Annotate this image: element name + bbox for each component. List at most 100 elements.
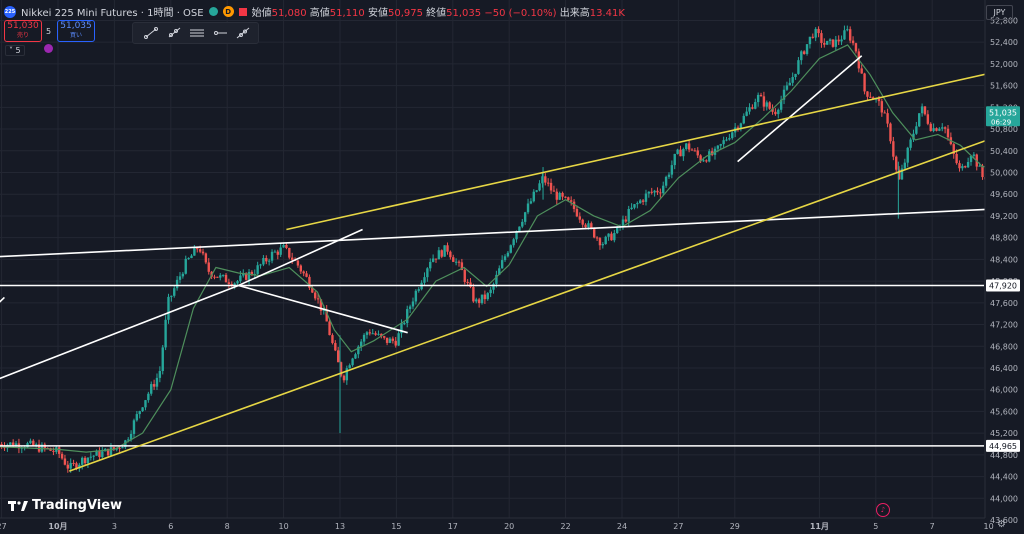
candle-body: [426, 268, 429, 278]
replay-icon[interactable]: ♪: [876, 503, 890, 517]
candle-body: [696, 150, 699, 156]
candle-body: [941, 127, 944, 129]
candle-body: [978, 165, 981, 167]
candle-body: [466, 281, 469, 283]
candle-body: [101, 451, 104, 458]
candle-body: [127, 439, 130, 441]
candle-body: [808, 36, 812, 45]
indicator-icon[interactable]: [44, 44, 53, 53]
candle-body: [659, 192, 662, 194]
candle-body: [423, 277, 426, 283]
time-tick-label: 27: [0, 522, 7, 531]
candle-body: [285, 244, 288, 248]
chart-legend: 225 Nikkei 225 Mini Futures · 1時間 · OSE …: [4, 4, 625, 19]
buy-button[interactable]: 51,035 買い: [57, 20, 95, 42]
trendline-tool-icon[interactable]: [141, 25, 160, 41]
candle-body: [616, 226, 619, 234]
extended-line-tool-icon[interactable]: [233, 25, 252, 41]
candle-body: [336, 350, 340, 363]
candle-body: [800, 51, 803, 61]
white-trendline: [0, 296, 5, 303]
candle-body: [843, 30, 846, 40]
candle-body: [814, 28, 817, 38]
open-value: 51,080: [271, 8, 307, 19]
candle-body: [319, 299, 323, 311]
candle-body: [535, 190, 538, 192]
candle-body: [673, 153, 676, 166]
candle-body: [492, 283, 495, 290]
parallel-channel-tool-icon[interactable]: [187, 25, 206, 41]
candle-body: [825, 40, 829, 45]
time-tick-label: 8: [225, 522, 230, 531]
candle-body: [587, 223, 590, 228]
time-tick-label: 10月: [48, 522, 67, 531]
candle-body: [958, 163, 961, 169]
candle-body: [207, 262, 210, 272]
candle-body: [549, 182, 553, 191]
candle-body: [138, 411, 141, 415]
time-tick-label: 10: [984, 522, 994, 531]
candle-body: [598, 238, 602, 246]
candle-body: [489, 289, 492, 294]
candle-body: [193, 247, 196, 256]
candle-body: [270, 251, 274, 261]
candle-body: [316, 298, 320, 300]
candle-body: [233, 283, 236, 286]
candle-body: [685, 143, 688, 150]
sell-button[interactable]: 51,030 売り: [4, 20, 42, 42]
ray-tool-icon[interactable]: [164, 25, 183, 41]
candle-body: [368, 332, 372, 334]
candle-body: [590, 223, 593, 228]
candle-body: [213, 276, 216, 278]
candle-body: [860, 68, 863, 74]
price-tick-label: 50,400: [990, 147, 1018, 156]
delayed-data-icon: D: [222, 6, 234, 17]
candle-body: [262, 258, 265, 265]
candle-body: [966, 162, 970, 168]
candle-body: [11, 442, 15, 447]
candle-body: [624, 219, 628, 222]
candle-body: [109, 447, 113, 456]
candle-body: [851, 40, 855, 44]
candle-body: [728, 138, 731, 140]
candle-body: [170, 295, 173, 297]
candle-body: [633, 204, 636, 208]
time-tick-label: 11月: [810, 522, 829, 531]
candle-body: [555, 191, 559, 200]
candle-body: [639, 200, 642, 204]
symbol-title[interactable]: Nikkei 225 Mini Futures · 1時間 · OSE: [21, 8, 204, 19]
white-trendline: [0, 206, 1024, 258]
candle-body: [452, 257, 455, 262]
price-tick-label: 52,000: [990, 60, 1018, 69]
currency-selector[interactable]: JPY: [986, 5, 1013, 20]
time-axis: 2710月36810131517202224272911月57101214: [0, 517, 994, 534]
white-trendline: [238, 228, 363, 287]
candle-body: [256, 265, 259, 274]
gear-icon[interactable]: ⚙: [997, 519, 1006, 530]
price-tick-label: 45,600: [990, 407, 1018, 416]
grid: [0, 0, 990, 521]
candle-body: [751, 107, 754, 109]
horizontal-line-label-bg: [986, 279, 1020, 292]
candle-body: [877, 98, 881, 102]
candle-body: [78, 464, 81, 469]
candle-body: [601, 244, 605, 246]
horizontal-ray-tool-icon[interactable]: [210, 25, 229, 41]
candle-body: [92, 455, 95, 457]
candle-body: [339, 362, 343, 376]
price-tick-label: 46,800: [990, 342, 1018, 351]
candle-body: [299, 265, 303, 272]
indicators-toggle[interactable]: ˅ 5: [5, 45, 25, 56]
candle-body: [915, 126, 918, 134]
price-tick-label: 44,400: [990, 473, 1018, 482]
candle-body: [173, 288, 176, 296]
candle-body: [897, 169, 901, 180]
candle-body: [794, 73, 797, 78]
candle-body: [765, 102, 768, 107]
candle-body: [595, 237, 599, 239]
candle-body: [365, 332, 369, 335]
candle-body: [302, 271, 305, 274]
price-axis: 43,600 44,000 44,400 44,800 45,200 45,600 46,0…: [984, 0, 1024, 534]
candle-body: [923, 106, 927, 115]
